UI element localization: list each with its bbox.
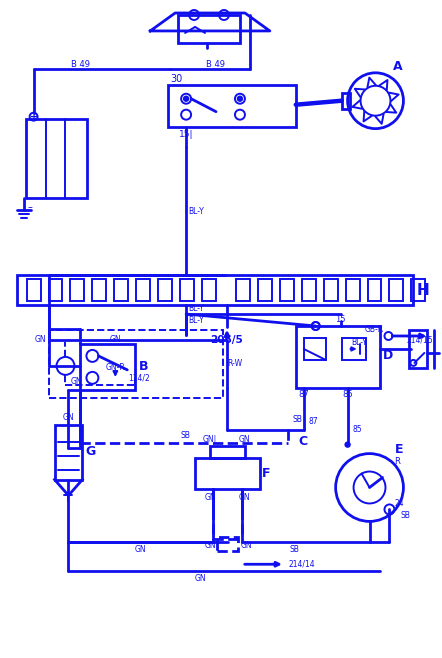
Text: H: H [417, 283, 430, 297]
Bar [296, 326, 381, 388]
Text: GN: GN [134, 545, 146, 554]
Text: GN: GN [110, 336, 121, 345]
Text: B 49: B 49 [71, 61, 90, 69]
Text: 214/14: 214/14 [289, 560, 315, 569]
Text: 114/2: 114/2 [128, 373, 150, 382]
Text: GN: GN [35, 336, 46, 345]
Text: B 49: B 49 [206, 61, 225, 69]
Text: 214/15: 214/15 [406, 336, 433, 345]
Bar [54, 424, 83, 480]
Text: A: A [392, 61, 402, 73]
Text: SB: SB [400, 511, 410, 520]
Text: F: F [262, 467, 270, 480]
Text: R: R [395, 457, 400, 466]
Text: GN: GN [71, 377, 82, 386]
Bar [210, 445, 245, 457]
Bar [168, 85, 296, 126]
Bar [17, 275, 413, 305]
Text: D: D [383, 349, 393, 363]
Bar [136, 279, 150, 301]
Text: SB: SB [293, 415, 303, 424]
Text: 87: 87 [298, 390, 309, 399]
Text: GN: GN [63, 413, 74, 422]
Text: GN: GN [194, 574, 206, 583]
Circle shape [237, 96, 242, 101]
Bar [70, 279, 84, 301]
Text: SB: SB [180, 431, 190, 440]
Text: BL-Y: BL-Y [188, 207, 204, 216]
Bar [280, 279, 294, 301]
Text: –: – [27, 203, 32, 213]
Text: GB-R: GB-R [365, 326, 384, 334]
Text: 85: 85 [353, 425, 362, 434]
Bar [409, 330, 427, 368]
Bar [258, 279, 272, 301]
Text: GN-R: GN-R [106, 363, 125, 372]
Bar [158, 279, 172, 301]
Text: BL-Y: BL-Y [188, 316, 204, 324]
Bar [178, 15, 240, 43]
Text: 206/5: 206/5 [210, 335, 244, 345]
Bar [389, 279, 404, 301]
Bar [368, 279, 381, 301]
Bar [92, 279, 107, 301]
Bar [412, 279, 425, 301]
Text: BL-Y: BL-Y [188, 303, 204, 313]
Bar [202, 279, 216, 301]
Text: GN: GN [241, 541, 253, 550]
Bar [26, 118, 88, 199]
Bar [80, 344, 135, 390]
Text: GN: GN [204, 541, 216, 550]
Text: 15|: 15| [179, 130, 193, 139]
Bar [217, 538, 238, 551]
Bar [342, 338, 366, 360]
Text: B: B [138, 361, 148, 373]
Text: C: C [298, 435, 307, 448]
Bar [342, 93, 350, 109]
Circle shape [345, 442, 350, 447]
Bar [302, 279, 316, 301]
Text: E: E [395, 443, 404, 456]
Text: 15: 15 [335, 315, 346, 324]
Text: +: + [30, 112, 38, 122]
Circle shape [183, 96, 189, 101]
Bar [114, 279, 128, 301]
Text: BL-Y: BL-Y [352, 338, 367, 347]
Text: GN: GN [204, 493, 216, 502]
Bar [195, 457, 260, 490]
Text: R-W: R-W [227, 359, 243, 368]
Bar [324, 279, 338, 301]
Bar [304, 338, 326, 360]
Bar [346, 279, 359, 301]
Text: 30: 30 [170, 74, 182, 84]
Text: 87: 87 [309, 417, 319, 426]
Bar [236, 279, 250, 301]
Text: 85: 85 [342, 390, 353, 399]
Bar [49, 279, 62, 301]
Text: SB: SB [290, 545, 300, 554]
Text: GN: GN [239, 493, 251, 502]
Text: GN: GN [239, 435, 251, 444]
Text: G: G [85, 445, 95, 458]
Bar [180, 279, 194, 301]
Text: GN|: GN| [203, 435, 217, 444]
Bar [49, 330, 223, 398]
Text: 24: 24 [395, 499, 404, 508]
Bar [27, 279, 41, 301]
